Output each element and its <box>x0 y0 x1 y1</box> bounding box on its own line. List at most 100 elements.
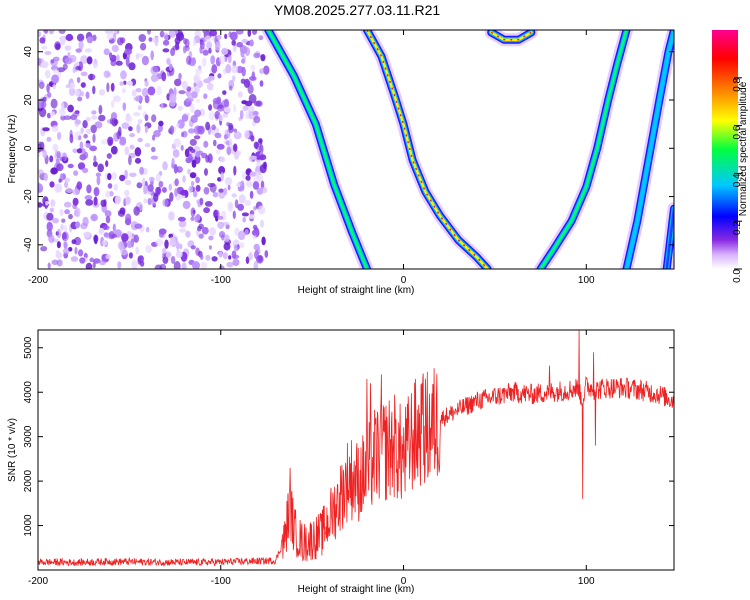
noise-speck <box>38 81 45 90</box>
noise-speck <box>229 137 232 148</box>
noise-speck <box>127 155 132 166</box>
noise-speck <box>73 209 79 217</box>
noise-speck <box>112 223 116 232</box>
noise-speck <box>174 178 179 187</box>
noise-speck <box>40 246 48 252</box>
noise-speck <box>134 223 143 229</box>
colorbar-tick-label: 0.0 <box>732 269 743 283</box>
noise-speck <box>71 239 77 245</box>
noise-speck <box>232 46 237 52</box>
noise-speck <box>198 223 204 230</box>
noise-speck <box>224 177 233 186</box>
noise-speck <box>128 62 136 71</box>
noise-speck <box>150 50 154 61</box>
noise-speck <box>169 63 173 72</box>
noise-speck <box>260 186 268 194</box>
noise-speck <box>85 262 93 269</box>
noise-speck <box>218 251 223 258</box>
noise-speck <box>92 34 97 41</box>
noise-speck <box>86 56 93 65</box>
noise-speck <box>177 216 186 222</box>
noise-speck <box>216 34 222 40</box>
noise-speck <box>211 256 218 262</box>
noise-speck <box>57 131 62 141</box>
noise-speck <box>129 133 136 138</box>
noise-speck <box>250 135 255 142</box>
noise-speck <box>237 203 245 211</box>
noise-speck <box>231 193 237 198</box>
noise-speck <box>38 183 44 193</box>
noise-speck <box>155 173 161 182</box>
noise-speck <box>231 39 236 46</box>
noise-speck <box>92 258 101 264</box>
noise-speck <box>126 80 133 87</box>
noise-speck <box>79 257 86 264</box>
noise-speck <box>211 64 218 74</box>
noise-speck <box>89 73 93 81</box>
y-tick-label: 1000 <box>23 514 34 537</box>
noise-speck <box>110 112 118 121</box>
noise-speck <box>42 149 47 159</box>
noise-speck <box>220 171 224 182</box>
colorbar-gradient <box>712 30 738 269</box>
noise-speck <box>258 138 263 144</box>
noise-speck <box>85 91 90 99</box>
noise-speck <box>106 33 114 41</box>
figure-title: YM08.2025.277.03.11.R21 <box>274 2 441 18</box>
noise-speck <box>250 64 256 71</box>
noise-speck <box>183 37 187 45</box>
noise-speck <box>98 227 105 234</box>
noise-speck <box>93 187 100 197</box>
noise-speck <box>173 164 178 174</box>
noise-speck <box>233 165 237 176</box>
noise-speck <box>190 245 196 250</box>
noise-speck <box>134 147 142 157</box>
noise-speck <box>175 250 183 258</box>
noise-speck <box>117 37 124 46</box>
noise-speck <box>51 74 59 84</box>
noise-speck <box>259 154 267 161</box>
noise-speck <box>105 254 112 260</box>
noise-speck <box>164 32 169 42</box>
noise-speck <box>136 53 144 58</box>
noise-speck <box>75 61 80 67</box>
noise-speck <box>46 83 50 93</box>
noise-speck <box>261 236 266 246</box>
noise-speck <box>147 197 152 206</box>
noise-speck <box>101 139 109 145</box>
noise-speck <box>46 136 52 142</box>
noise-speck <box>262 161 267 169</box>
noise-speck <box>227 205 234 213</box>
noise-speck <box>39 37 46 44</box>
noise-speck <box>223 98 230 109</box>
noise-speck <box>92 161 98 168</box>
noise-speck <box>239 109 244 120</box>
noise-speck <box>208 111 216 121</box>
noise-speck <box>241 100 248 105</box>
noise-speck <box>221 47 229 56</box>
noise-speck <box>67 104 74 113</box>
noise-speck <box>55 252 63 259</box>
noise-speck <box>162 48 170 53</box>
colorbar-tick-label: 0.4 <box>732 173 743 187</box>
noise-speck <box>190 91 198 99</box>
noise-speck <box>111 233 117 239</box>
noise-speck <box>247 30 252 37</box>
noise-speck <box>93 234 99 243</box>
noise-speck <box>209 227 216 236</box>
noise-speck <box>129 144 135 150</box>
noise-speck <box>128 252 133 259</box>
noise-speck <box>76 77 81 83</box>
noise-speck <box>217 73 222 79</box>
noise-speck <box>176 122 180 128</box>
noise-speck <box>92 133 96 143</box>
noise-speck <box>85 117 91 122</box>
noise-speck <box>82 120 88 129</box>
snr-x-label: Height of straight line (km) <box>298 584 415 595</box>
noise-speck <box>86 184 92 194</box>
noise-speck <box>142 87 149 98</box>
noise-speck <box>62 247 70 255</box>
y-tick-label: -20 <box>23 189 34 204</box>
noise-speck <box>233 128 238 133</box>
